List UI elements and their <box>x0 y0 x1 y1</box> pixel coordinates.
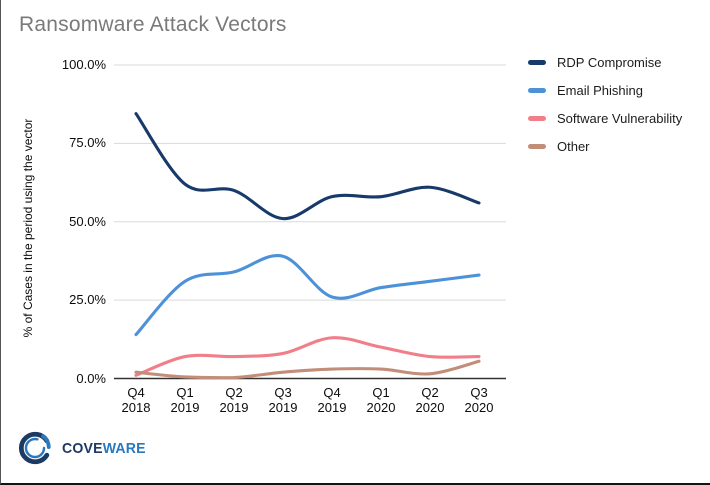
legend-label: RDP Compromise <box>557 54 662 70</box>
legend-swatch-3 <box>528 143 546 149</box>
series-line-software-vulnerability <box>134 336 481 377</box>
chart-title: Ransomware Attack Vectors <box>19 13 287 36</box>
x-tick-label: Q4 2018 <box>121 385 151 415</box>
wordmark-secondary: WARE <box>102 439 146 457</box>
x-tick-label: Q3 2020 <box>464 385 494 415</box>
wordmark-primary: COVE <box>62 439 103 457</box>
coveware-swirl-icon <box>18 431 51 465</box>
legend-item-other: Other <box>528 136 682 156</box>
coveware-wordmark: COVEWARE <box>62 440 146 457</box>
x-tick-label: Q3 2019 <box>268 385 298 415</box>
legend-item-software-vulnerability: Software Vulnerability <box>528 108 682 128</box>
legend-label: Email Phishing <box>557 82 643 98</box>
y-tick-label: 50.0% <box>69 213 106 229</box>
series-line-rdp-compromise <box>134 112 481 221</box>
y-tick-label: 75.0% <box>69 135 106 151</box>
chart-legend: RDP Compromise Email Phishing Software V… <box>528 52 682 164</box>
y-tick-label: 100.0% <box>61 57 106 72</box>
legend-swatch-2 <box>528 115 546 121</box>
y-tick-label: 25.0% <box>69 292 106 308</box>
series-line-other <box>134 359 481 380</box>
legend-swatch-0 <box>528 59 546 65</box>
x-tick-label: Q2 2020 <box>415 385 445 415</box>
legend-label: Other <box>557 138 590 154</box>
legend-item-rdp-compromise: RDP Compromise <box>528 52 682 72</box>
x-tick-label: Q4 2019 <box>317 385 347 415</box>
legend-label: Software Vulnerability <box>557 110 683 126</box>
x-tick-label: Q1 2020 <box>366 385 396 415</box>
legend-item-email-phishing: Email Phishing <box>528 80 682 100</box>
y-tick-label: 0.0% <box>76 370 106 386</box>
legend-swatch-1 <box>528 87 546 93</box>
coveware-brand: COVEWARE <box>16 429 151 467</box>
series-line-email-phishing <box>134 253 481 337</box>
x-tick-label: Q1 2019 <box>170 385 200 415</box>
x-tick-label: Q2 2019 <box>219 385 249 415</box>
